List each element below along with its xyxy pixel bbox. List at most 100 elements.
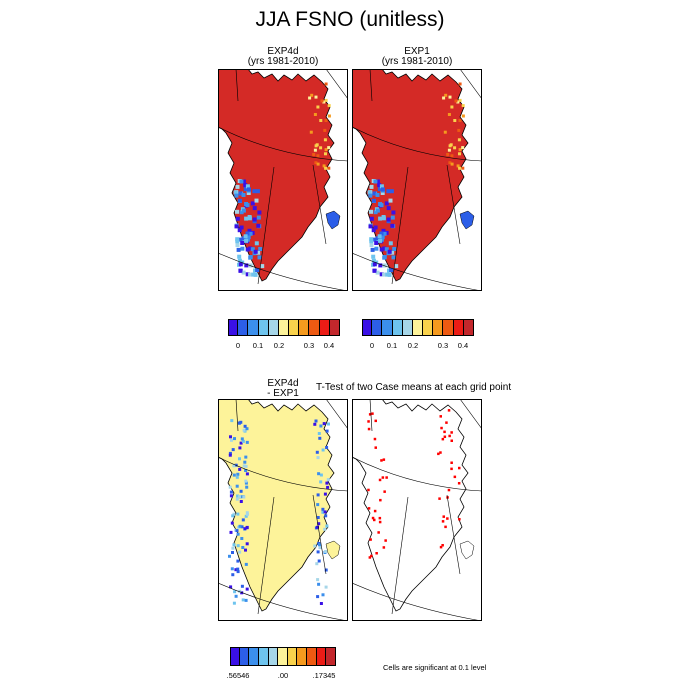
cb3-swatch-3 xyxy=(258,648,269,665)
diff-cell xyxy=(229,530,233,534)
snow-cell xyxy=(327,104,331,108)
snow-cell xyxy=(370,247,375,252)
snow-cell xyxy=(394,264,399,269)
snow-cell xyxy=(243,234,248,239)
diff-cell xyxy=(236,559,240,563)
cb3-swatch-6 xyxy=(287,648,298,665)
significant-cell xyxy=(371,516,375,520)
diff-cell xyxy=(236,570,240,574)
snow-cell xyxy=(238,268,243,273)
significant-cell xyxy=(443,435,447,438)
diff-cell xyxy=(231,546,235,550)
snow-cell xyxy=(378,216,383,221)
snow-cell xyxy=(371,258,376,263)
graticule-line xyxy=(218,252,348,291)
significant-cell xyxy=(458,518,461,521)
snow-cell xyxy=(369,239,374,244)
snow-cell xyxy=(247,216,252,221)
snow-cell xyxy=(241,270,246,275)
cb2-tick-0: 0 xyxy=(369,341,375,350)
snow-cell xyxy=(248,272,253,277)
snow-cell xyxy=(245,247,250,252)
significant-cell xyxy=(458,466,461,470)
snow-cell xyxy=(375,270,380,275)
snow-cell xyxy=(246,191,251,195)
snow-cell xyxy=(247,187,251,192)
diff-cell xyxy=(235,497,239,501)
diff-cell xyxy=(244,469,248,472)
snow-cell xyxy=(389,189,394,194)
snow-cell xyxy=(238,198,242,203)
panel-title-exp4d: EXP4d (yrs 1981-2010) xyxy=(218,47,348,67)
snow-cell xyxy=(369,237,374,242)
snow-cell xyxy=(386,189,391,194)
graticule-line xyxy=(218,126,348,162)
diff-cell xyxy=(319,480,323,484)
snow-cell xyxy=(324,119,328,122)
diff-cell xyxy=(240,584,244,588)
significant-cell xyxy=(447,488,451,492)
diff-cell xyxy=(231,551,234,554)
diff-cell xyxy=(229,435,232,439)
cb1-swatch-8 xyxy=(309,320,320,335)
diff-cell xyxy=(238,550,242,554)
diff-cell xyxy=(315,562,319,566)
diff-cell xyxy=(232,464,236,468)
diff-cell xyxy=(317,582,321,586)
diff-cell xyxy=(232,473,236,477)
diff-cell xyxy=(323,510,327,514)
snow-cell xyxy=(456,100,460,104)
cb1-tick-3: 0.3 xyxy=(303,341,315,350)
snow-cell xyxy=(453,146,457,150)
significant-cell xyxy=(442,515,445,518)
significant-cell xyxy=(371,412,374,415)
snow-cell xyxy=(256,223,261,228)
diff-cell xyxy=(239,489,243,493)
snow-cell xyxy=(241,208,246,213)
snow-cell xyxy=(323,128,327,132)
cb1-swatch-5 xyxy=(278,320,290,335)
snow-cell xyxy=(388,198,393,203)
diff-cell xyxy=(231,448,235,452)
snow-cell xyxy=(234,193,239,198)
diff-cell xyxy=(315,450,319,454)
diff-cell xyxy=(228,485,232,489)
snow-cell xyxy=(372,198,376,203)
diff-cell xyxy=(242,464,246,468)
colorbar-exp4d-labels: 0 0.1 0.2 0.3 0.4 xyxy=(228,341,340,351)
significant-cell xyxy=(374,446,377,449)
diff-cell xyxy=(238,457,241,461)
snow-cell xyxy=(248,231,253,236)
significant-cell xyxy=(383,490,386,493)
snow-cell xyxy=(257,255,262,260)
snow-cell xyxy=(316,154,320,158)
cb2-swatch-3 xyxy=(392,320,403,335)
cb1-tick-2: 0.2 xyxy=(273,341,285,350)
colorbar-diff xyxy=(230,647,336,666)
snow-cell xyxy=(254,198,259,203)
significant-cell xyxy=(367,420,370,423)
diff-cell xyxy=(324,568,328,572)
diff-cell xyxy=(241,439,245,443)
significant-cell xyxy=(382,458,386,461)
graticule-line xyxy=(352,582,482,621)
snow-cell xyxy=(447,148,451,152)
greenland-outline xyxy=(352,399,469,612)
cb3-tick-2: .17345 xyxy=(312,671,336,680)
diff-cell xyxy=(230,521,234,525)
snow-cell xyxy=(322,164,326,168)
snow-cell xyxy=(369,216,374,221)
snow-cell xyxy=(237,254,242,259)
diff-cell xyxy=(235,475,239,479)
diff-cell xyxy=(241,598,245,602)
diff-cell xyxy=(322,422,326,426)
snow-cell xyxy=(260,264,265,269)
diff-cell xyxy=(324,585,328,589)
cb1-swatch-3 xyxy=(258,320,269,335)
significant-cell xyxy=(443,430,446,434)
snow-cell xyxy=(247,228,252,233)
snow-cell xyxy=(240,246,245,251)
diff-cell xyxy=(316,595,320,599)
snow-cell xyxy=(453,119,457,122)
snow-cell xyxy=(244,238,249,243)
